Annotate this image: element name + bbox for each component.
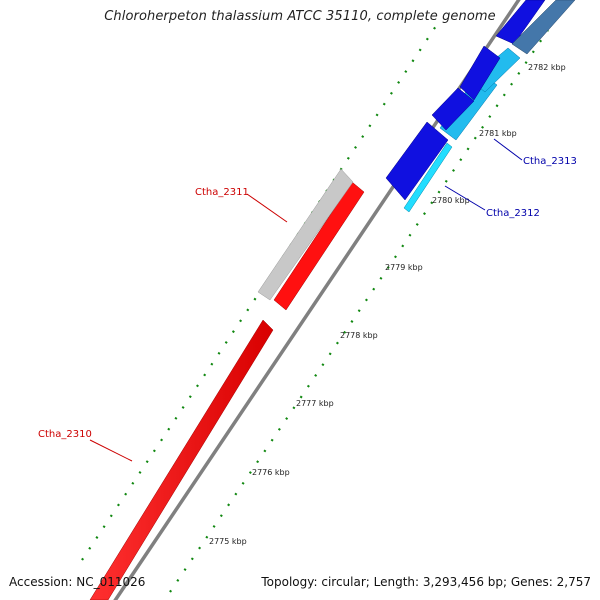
page-title: Chloroherpeton thalassium ATCC 35110, co… [104,9,496,24]
gene-ctha-2311 [273,181,365,311]
tick-label-2777: 2777 kbp [296,399,334,408]
gene-blue-4 [495,0,546,45]
tick-label-2775: 2775 kbp [209,537,247,546]
label-ctha-2313: Ctha_2313 [523,156,577,167]
tick-label-2779: 2779 kbp [385,263,423,272]
gene-blue-1 [385,121,449,201]
accession-text: Accession: NC_011026 [9,575,146,589]
label-ctha-2312: Ctha_2312 [486,208,540,219]
gene-ctha-2310 [89,319,274,600]
label-ctha-2310: Ctha_2310 [38,429,92,440]
gene-ctha-2312 [403,142,453,213]
leader-ctha-2313 [493,138,523,161]
label-ctha-2311: Ctha_2311 [195,187,249,198]
tick-label-2780: 2780 kbp [432,196,470,205]
genome-summary-text: Topology: circular; Length: 3,293,456 bp… [261,575,591,589]
leader-ctha-2312 [444,185,486,211]
gene-blue-3 [459,45,501,101]
leader-ctha-2311 [246,193,288,223]
gene-steel-top [511,0,576,55]
pseudo-gene-grey [257,168,354,301]
gene-blue-2 [431,87,475,131]
leader-ctha-2310 [89,439,133,462]
gc-track-inner [169,29,549,593]
tick-label-2776: 2776 kbp [252,468,290,477]
tick-label-2778: 2778 kbp [340,331,378,340]
tick-label-2781: 2781 kbp [479,129,517,138]
tick-label-2782: 2782 kbp [528,63,566,72]
